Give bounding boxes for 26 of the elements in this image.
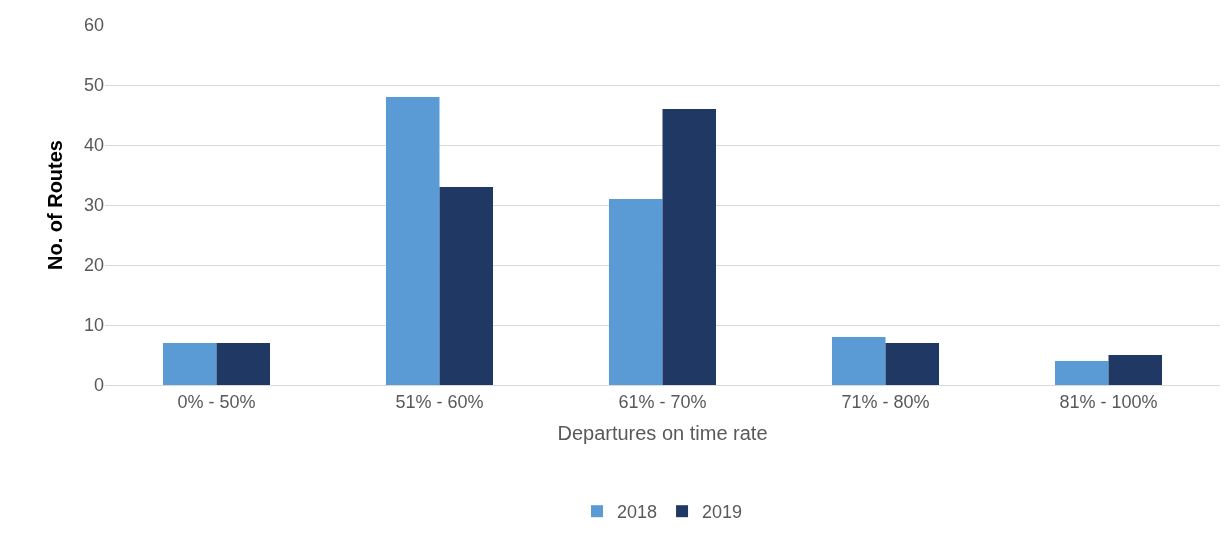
bar bbox=[439, 187, 494, 385]
bar bbox=[608, 199, 663, 385]
bar bbox=[216, 343, 271, 385]
bar bbox=[1054, 361, 1109, 385]
legend-label: 2018 bbox=[617, 502, 658, 523]
bar bbox=[831, 337, 886, 385]
bar bbox=[385, 97, 440, 385]
y-tick-label: 20 bbox=[83, 255, 104, 276]
bar bbox=[662, 109, 717, 385]
x-tick-label: 51% - 60% bbox=[395, 391, 484, 412]
y-tick-label: 40 bbox=[83, 135, 104, 156]
legend-label: 2019 bbox=[702, 502, 743, 523]
y-tick-label: 50 bbox=[83, 75, 104, 96]
bar bbox=[162, 343, 217, 385]
y-tick-label: 60 bbox=[83, 15, 104, 36]
x-tick-label: 71% - 80% bbox=[841, 391, 930, 412]
x-tick-label: 0% - 50% bbox=[177, 391, 256, 412]
y-axis-title: No. of Routes bbox=[44, 140, 67, 270]
bar bbox=[885, 343, 940, 385]
x-tick-label: 61% - 70% bbox=[618, 391, 707, 412]
x-axis-title: Departures on time rate bbox=[557, 422, 768, 445]
y-tick-label: 30 bbox=[83, 195, 104, 216]
x-tick-label: 81% - 100% bbox=[1059, 391, 1158, 412]
y-tick-label: 0 bbox=[93, 375, 104, 396]
y-tick-label: 10 bbox=[83, 315, 104, 336]
bar bbox=[1108, 355, 1163, 385]
